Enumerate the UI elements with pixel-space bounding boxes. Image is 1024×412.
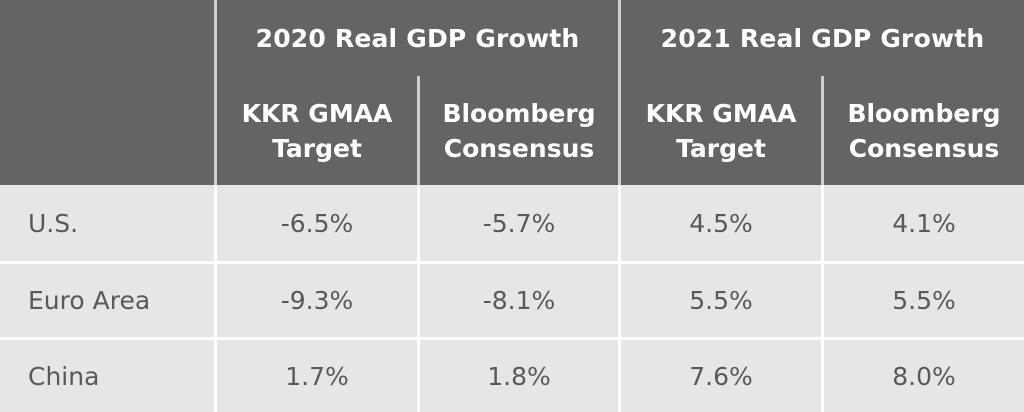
cell-value: 5.5% [689, 286, 753, 315]
cell-value: 1.8% [487, 361, 551, 391]
column-divider [821, 76, 824, 185]
cell-value: 4.1% [892, 208, 956, 238]
subheader-line: Target [676, 133, 766, 163]
table-row [0, 340, 1024, 412]
subheader-2021-bloomberg: Bloomberg Consensus [824, 76, 1024, 185]
cell-value: 5.5% [892, 286, 956, 315]
group-header-2020-title: 2020 Real GDP Growth [255, 23, 580, 53]
cell-value: -5.7% [482, 208, 556, 238]
column-divider [214, 185, 217, 412]
row-label-us: U.S. [28, 208, 79, 238]
group-header-2021: 2021 Real GDP Growth [621, 0, 1024, 76]
row-label-china: China [28, 361, 100, 391]
subheader-2021-kkr: KKR GMAA Target [621, 76, 821, 185]
cell-value: 8.0% [892, 361, 956, 391]
cell-value: 1.7% [285, 361, 349, 391]
cell-value: -9.3% [280, 286, 354, 315]
subheader-line: Bloomberg [442, 98, 596, 128]
table-row [0, 185, 1024, 261]
table-header [0, 0, 1024, 185]
subheader-line: Consensus [848, 133, 1000, 163]
row-divider [0, 261, 1024, 264]
cell-value: 4.5% [689, 208, 753, 238]
cell-value: 7.6% [689, 361, 753, 391]
cell-value: -6.5% [280, 208, 354, 238]
column-divider [618, 0, 621, 185]
subheader-line: Consensus [443, 133, 595, 163]
row-divider [0, 337, 1024, 340]
column-divider [618, 185, 621, 412]
table-row [0, 264, 1024, 337]
subheader-line: Bloomberg [847, 98, 1001, 128]
column-divider [417, 76, 420, 185]
column-divider [417, 185, 420, 412]
subheader-line: KKR GMAA [241, 98, 393, 128]
subheader-line: Target [272, 133, 362, 163]
subheader-line: KKR GMAA [645, 98, 797, 128]
subheader-2020-bloomberg: Bloomberg Consensus [420, 76, 618, 185]
cell-value: -8.1% [482, 286, 556, 315]
group-header-2021-title: 2021 Real GDP Growth [660, 23, 985, 53]
row-label-euro-area: Euro Area [28, 286, 151, 315]
subheader-2020-kkr: KKR GMAA Target [217, 76, 417, 185]
column-divider [821, 185, 824, 412]
column-divider [214, 0, 217, 185]
group-header-2020: 2020 Real GDP Growth [217, 0, 618, 76]
